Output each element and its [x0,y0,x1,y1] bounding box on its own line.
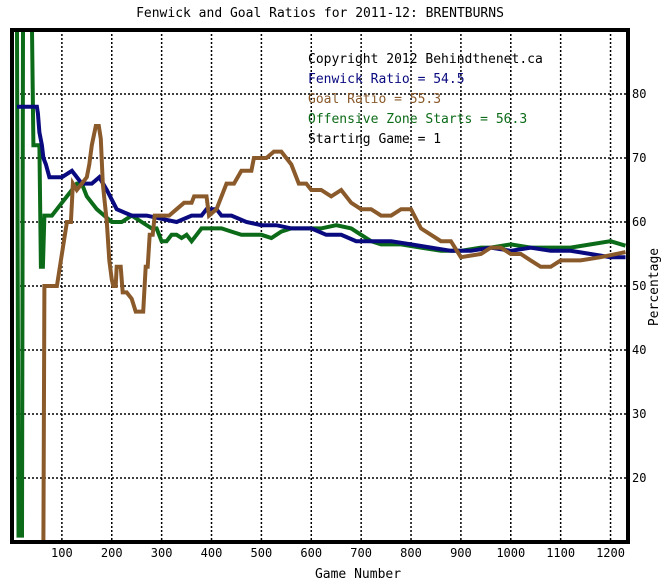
legend-entry: Starting Game = 1 [308,132,441,147]
series-line-goal-ratio [41,124,626,544]
x-tick-label: 600 [300,546,322,560]
legend-entry: Fenwick Ratio = 54.5 [308,72,465,87]
legend: Copyright 2012 Behindthenet.ca Fenwick Ra… [308,52,543,147]
x-tick-label: 700 [350,546,372,560]
chart-title: Fenwick and Goal Ratios for 2011-12: BRE… [136,6,504,21]
legend-entry: Copyright 2012 Behindthenet.ca [308,52,543,67]
y-tick-label: 80 [632,87,646,101]
y-tick-label: 30 [632,407,646,421]
grid-lines [12,30,628,542]
x-tick-label: 1000 [496,546,525,560]
x-tick-label: 1200 [596,546,625,560]
x-tick-label: 900 [450,546,472,560]
legend-entry: Offensive Zone Starts = 56.3 [308,112,527,127]
y-tick-label: 60 [632,215,646,229]
y-tick-label: 70 [632,151,646,165]
x-tick-label: 100 [51,546,73,560]
legend-entry: Goal Ratio = 55.3 [308,92,441,107]
x-tick-label: 1100 [546,546,575,560]
x-tick-label: 400 [201,546,223,560]
y-tick-label: 50 [632,279,646,293]
y-axis-label: Percentage [647,248,662,326]
y-tick-label: 20 [632,471,646,485]
tick-labels: 100 200 300 400 500 600 700 800 900 1000 1100 1200 2… [51,87,646,560]
x-tick-label: 800 [400,546,422,560]
series-line-fenwick-ratio [17,104,626,260]
y-tick-label: 40 [632,343,646,357]
plot-frame [10,28,630,544]
series-lines [15,28,627,544]
x-tick-label: 500 [251,546,273,560]
x-tick-label: 300 [151,546,173,560]
x-axis-label: Game Number [315,567,401,580]
x-tick-label: 200 [101,546,123,560]
